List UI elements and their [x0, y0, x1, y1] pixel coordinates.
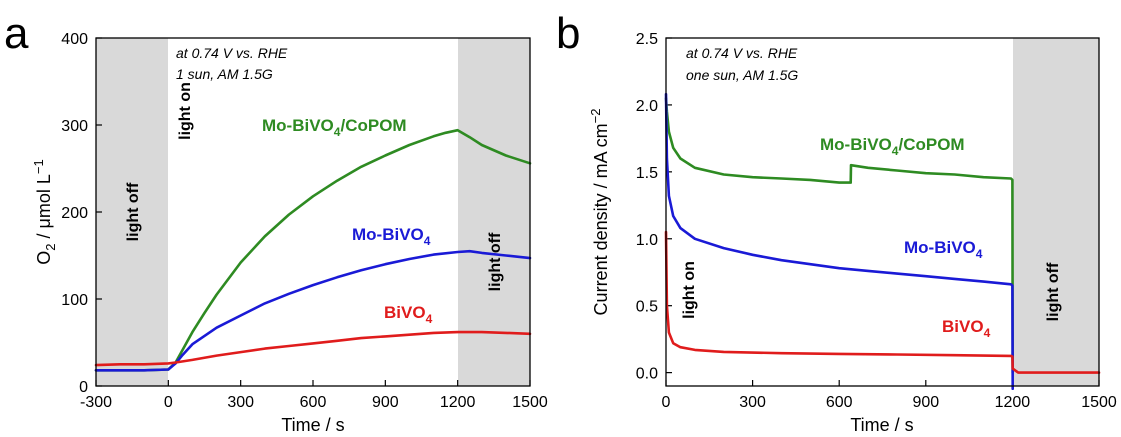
y-tick-label-b: 2.0 [636, 98, 658, 115]
x-tick-label-b: 300 [739, 394, 766, 411]
series-label-mo-bivo4-b: Mo-BiVO4 [904, 238, 983, 261]
region-label-light-off-left-a: light off [125, 182, 142, 241]
region-label-light-off-right-a: light off [487, 232, 504, 291]
x-axis-label-b: Time / s [850, 415, 913, 435]
x-tick-label-b: 1500 [1081, 394, 1117, 411]
condition-line-1-b: at 0.74 V vs. RHE [686, 45, 798, 61]
series-line-mo-bivo4-copom-b [664, 96, 1015, 374]
region-label-light-on-a: light on [177, 82, 194, 140]
x-tick-label-a: 300 [227, 394, 254, 411]
x-tick-label-b: 600 [826, 394, 853, 411]
region-label-light-on-b: light on [681, 261, 698, 319]
panel-letter-a: a [4, 9, 29, 58]
series-lines-a [94, 128, 532, 372]
y-axis-label-b: Current density / mA cm−2 [588, 109, 611, 316]
region-label-light-off-b: light off [1045, 262, 1062, 321]
y-tick-label-b: 0.5 [636, 299, 658, 316]
x-tick-label-a: 900 [372, 394, 399, 411]
y-tick-label-b: 0.0 [636, 366, 658, 383]
shade-light-off-right [458, 38, 530, 386]
y-tick-label-a: 100 [61, 292, 88, 309]
x-tick-label-b: 0 [662, 394, 671, 411]
series-label-bivo4-a: BiVO4 [384, 303, 433, 326]
series-lines-b [664, 92, 1101, 391]
plot-frame-a [95, 37, 531, 387]
panel-letter-b: b [556, 9, 580, 58]
series-line-mo-bivo4-b [664, 92, 1015, 391]
x-axis-label-a: Time / s [281, 415, 344, 435]
axis-ticks-b: 0 300 600 900 1200 1500 0.0 0.5 1.0 1.5 2.0 2.5 [636, 31, 1117, 411]
condition-line-2-a: 1 sun, AM 1.5G [176, 66, 273, 82]
y-tick-label-a: 300 [61, 118, 88, 135]
y-tick-label-b: 1.0 [636, 232, 658, 249]
y-tick-label-b: 2.5 [636, 31, 658, 48]
y-axis-label-a: O2 / μmol L−1 [31, 159, 58, 264]
x-tick-label-b: 900 [912, 394, 939, 411]
y-tick-label-b: 1.5 [636, 165, 658, 182]
x-tick-label-b: 1200 [995, 394, 1031, 411]
x-tick-label-a: -300 [80, 394, 112, 411]
series-line-bivo4-b [664, 230, 1101, 374]
x-tick-label-a: 1500 [512, 394, 548, 411]
x-tick-label-a: 0 [164, 394, 173, 411]
shade-light-off-left [96, 38, 168, 386]
series-line-mo-bivo4-a [94, 249, 532, 372]
series-label-mo-bivo4-copom-b: Mo-BiVO4/CoPOM [820, 135, 965, 158]
series-line-bivo4-a [94, 330, 532, 367]
x-tick-label-a: 600 [300, 394, 327, 411]
condition-line-1-a: at 0.74 V vs. RHE [176, 45, 288, 61]
x-tick-label-a: 1200 [440, 394, 476, 411]
condition-line-2-b: one sun, AM 1.5G [686, 67, 798, 83]
series-label-bivo4-b: BiVO4 [942, 317, 991, 340]
series-label-mo-bivo4-copom-a: Mo-BiVO4/CoPOM [262, 116, 407, 139]
y-tick-label-a: 0 [79, 379, 88, 396]
shade-light-off-b [1013, 38, 1099, 386]
y-tick-label-a: 400 [61, 31, 88, 48]
plot-frame-b [665, 37, 1100, 387]
panel-b: b 0 300 600 900 1200 1500 0.0 0.5 1.0 1.5 2.0 2.5 a… [556, 9, 1117, 435]
y-tick-label-a: 200 [61, 205, 88, 222]
series-label-mo-bivo4-a: Mo-BiVO4 [352, 225, 431, 248]
